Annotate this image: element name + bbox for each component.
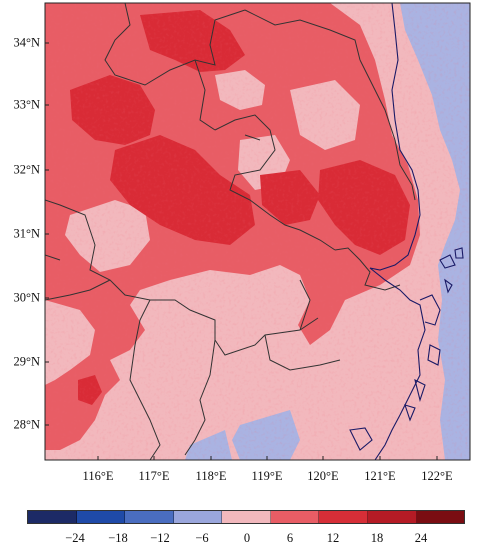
colorbar-label-6: 6 [286,531,294,545]
lon-label-120e: 120°E [307,469,339,483]
lon-label-117e: 117°E [138,469,170,483]
lat-label-30n: 30°N [13,290,40,305]
colorbar-label-24: 24 [414,531,428,545]
colorbar-label-neg24: −24 [65,531,85,545]
lat-label-29n: 29°N [13,354,40,369]
lon-label-118e: 118°E [195,469,227,483]
colorbar-swatch [222,511,271,523]
colorbar-label-neg12: −12 [150,531,170,545]
province-boundaries [45,3,416,460]
lon-label-121e: 121°E [364,469,396,483]
colorbar-label-18: 18 [370,531,384,545]
lat-label-31n: 31°N [13,226,40,241]
coastline [349,3,464,460]
lon-label-122e: 122°E [421,469,453,483]
lon-label-119e: 119°E [251,469,283,483]
lon-label-116e: 116°E [82,469,114,483]
plot-border [44,2,471,461]
colorbar-swatch [416,511,465,523]
colorbar-label-0: 0 [243,531,251,545]
colorbar-swatch [319,511,368,523]
lat-label-28n: 28°N [13,417,40,432]
colorbar-swatch [28,511,77,523]
colorbar-swatch [367,511,417,523]
colorbar-swatch [76,511,126,523]
lat-label-34n: 34°N [13,35,40,50]
texture-overlay [45,3,470,460]
colorbar-label-neg18: −18 [108,531,128,545]
colorbar-label-neg6: −6 [195,531,209,545]
colorbar [27,510,465,524]
colorbar-swatch [270,511,320,523]
colorbar-label-12: 12 [326,531,340,545]
lat-label-32n: 32°N [13,162,40,177]
colorbar-swatch [173,511,223,523]
colorbar-swatch [125,511,174,523]
lat-label-33n: 33°N [13,97,40,112]
axis-ticks [45,42,438,460]
